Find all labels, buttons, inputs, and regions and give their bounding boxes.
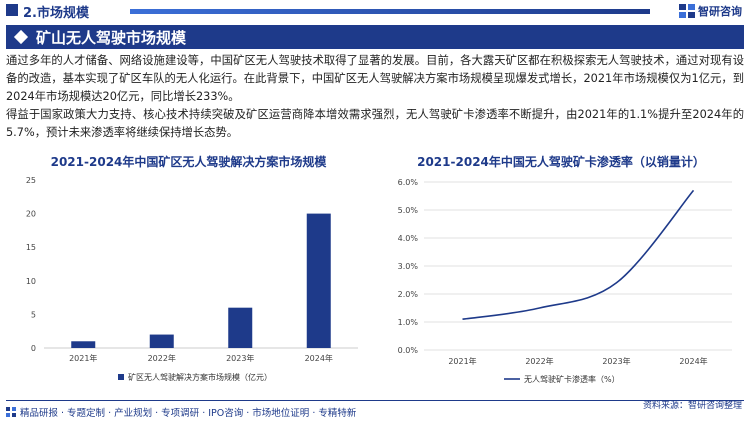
chart-title: 2021-2024年中国无人驾驶矿卡渗透率（以销量计） xyxy=(417,155,705,169)
brand-logo-icon xyxy=(679,4,695,18)
y-tick-label: 5 xyxy=(31,310,36,319)
footer-services-text: 精品研报 · 专题定制 · 产业规划 · 专项调研 · IPO咨询 · 市场地位… xyxy=(20,408,357,419)
market-size-chart-panel: 2021-2024年中国矿区无人驾驶解决方案市场规模 0 5 10 15 20 25 202… xyxy=(6,150,371,398)
legend-label: 无人驾驶矿卡渗透率（%） xyxy=(524,374,620,384)
brand-mini-icon xyxy=(6,407,16,417)
x-tick-label: 2021年 xyxy=(69,353,97,363)
x-tick-label: 2023年 xyxy=(602,356,630,366)
y-tick-label: 1.0% xyxy=(398,318,419,327)
paragraph-2: 得益于国家政策大力支持、核心技术持续突破及矿区运营商降本增效需求强烈，无人驾驶矿… xyxy=(6,108,744,139)
x-tick-label: 2022年 xyxy=(148,353,176,363)
section-marker xyxy=(6,4,18,16)
y-tick-label: 3.0% xyxy=(398,262,419,271)
y-tick-label: 15 xyxy=(26,243,36,252)
banner-title: 矿山无人驾驶市场规模 xyxy=(36,29,187,47)
y-tick-label: 25 xyxy=(26,176,36,185)
y-tick-label: 5.0% xyxy=(398,206,419,215)
chart-title: 2021-2024年中国矿区无人驾驶解决方案市场规模 xyxy=(50,155,327,169)
section-title: 2.市场规模 xyxy=(23,6,89,21)
x-tick-label: 2022年 xyxy=(525,356,553,366)
x-tick-label: 2023年 xyxy=(226,353,254,363)
series-line xyxy=(462,189,695,320)
x-tick-label: 2024年 xyxy=(305,353,333,363)
bar xyxy=(228,307,253,348)
penetration-line-chart: 0.0% 1.0% 2.0% 3.0% 4.0% 5.0% 6.0% 2021年 2022年 20… xyxy=(398,178,732,384)
brand-logo: 智研咨询 xyxy=(679,3,742,19)
bar xyxy=(149,334,174,348)
title-banner: 矿山无人驾驶市场规模 xyxy=(6,25,744,49)
diamond-icon xyxy=(13,29,29,45)
market-size-bar-chart: 0 5 10 15 20 25 2021年 2022年 2023年 2024年矿区无人驾驶解决方案… xyxy=(26,176,358,382)
footer-services: 精品研报 · 专题定制 · 产业规划 · 专项调研 · IPO咨询 · 市场地位… xyxy=(6,405,356,419)
x-tick-label: 2024年 xyxy=(679,356,707,366)
y-tick-label: 2.0% xyxy=(398,290,419,299)
y-tick-label: 0.0% xyxy=(398,346,419,355)
x-tick-label: 2021年 xyxy=(448,356,476,366)
y-tick-label: 6.0% xyxy=(398,178,419,187)
paragraph-1: 通过多年的人才储备、网络设施建设等，中国矿区无人驾驶技术取得了显著的发展。目前，… xyxy=(6,54,744,103)
penetration-chart-panel: 2021-2024年中国无人驾驶矿卡渗透率（以销量计） 0.0% 1.0% 2.0%… xyxy=(378,150,744,398)
header-divider-bar xyxy=(130,9,650,14)
y-tick-label: 10 xyxy=(26,277,36,286)
legend-label: 矿区无人驾驶解决方案市场规模（亿元） xyxy=(128,372,272,382)
brand-name: 智研咨询 xyxy=(698,5,742,18)
body-text: 通过多年的人才储备、网络设施建设等，中国矿区无人驾驶技术取得了显著的发展。目前，… xyxy=(6,52,744,142)
page-header: 2.市场规模 智研咨询 xyxy=(0,0,750,22)
y-tick-label: 0 xyxy=(31,344,36,353)
bar xyxy=(306,213,331,348)
bar xyxy=(71,341,96,348)
y-tick-label: 4.0% xyxy=(398,234,419,243)
y-tick-label: 20 xyxy=(26,210,36,219)
legend-swatch xyxy=(118,374,124,380)
footer-divider xyxy=(6,400,744,401)
data-source: 资料来源：智研咨询整理 xyxy=(642,401,742,411)
